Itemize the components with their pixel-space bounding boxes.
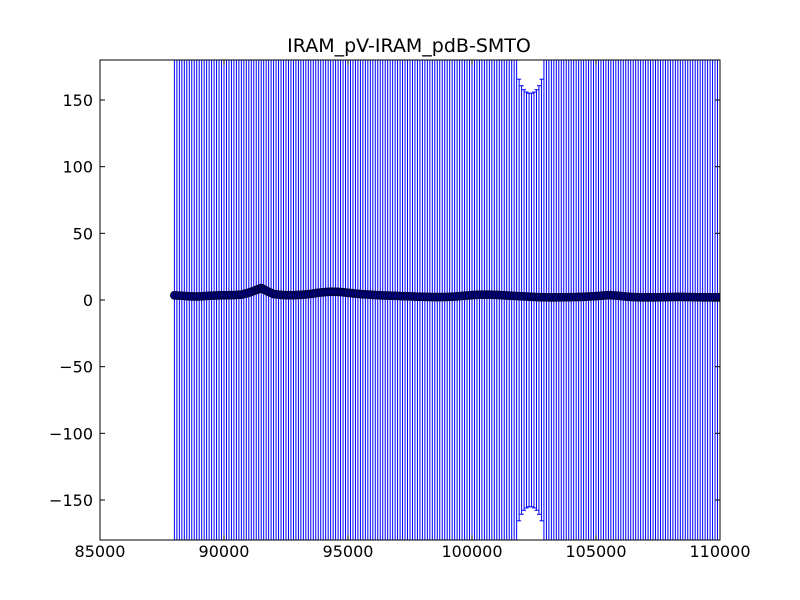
x-tick-label: 95000 bbox=[323, 542, 374, 561]
y-tick-label: 50 bbox=[73, 224, 93, 243]
y-tick-label: 100 bbox=[62, 158, 93, 177]
x-tick-label: 105000 bbox=[565, 542, 626, 561]
x-tick-label: 90000 bbox=[199, 542, 250, 561]
y-tick-label: −100 bbox=[49, 424, 93, 443]
y-tick-label: −150 bbox=[49, 491, 93, 510]
y-axis: 150 100 50 0 −50 −100 −150 bbox=[49, 91, 720, 510]
x-axis: 85000 90000 95000 100000 105000 110000 bbox=[75, 60, 751, 561]
data-points bbox=[169, 283, 720, 302]
chart-title: IRAM_pV-IRAM_pdB-SMTO bbox=[287, 35, 531, 57]
y-tick-label: −50 bbox=[59, 358, 93, 377]
y-tick-label: 150 bbox=[62, 91, 93, 110]
x-tick-label: 100000 bbox=[441, 542, 502, 561]
x-tick-label: 85000 bbox=[75, 542, 126, 561]
y-tick-label: 0 bbox=[83, 291, 93, 310]
data-point bbox=[715, 292, 720, 302]
x-tick-label: 110000 bbox=[689, 542, 750, 561]
